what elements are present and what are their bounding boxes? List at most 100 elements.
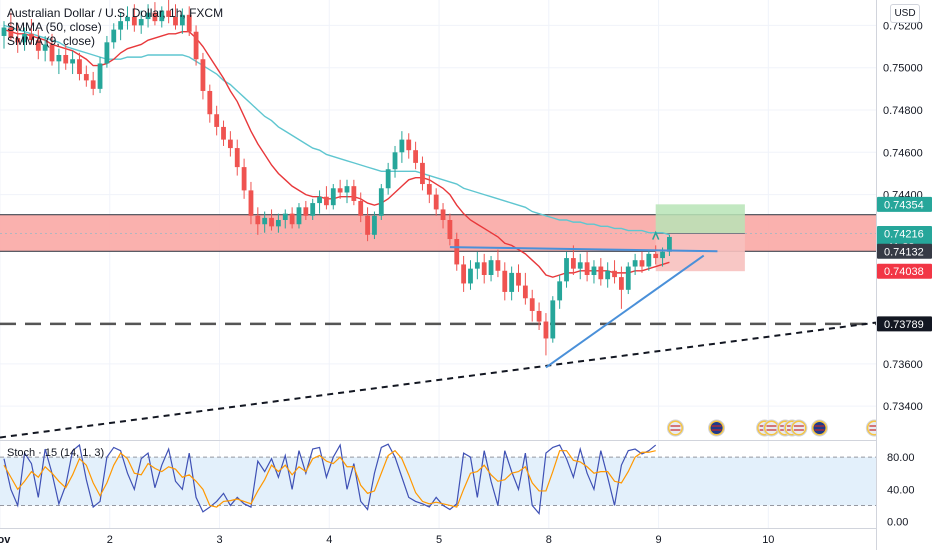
- candle: [310, 198, 316, 220]
- candle: [49, 33, 55, 66]
- candle-body: [310, 203, 316, 216]
- candle-body: [131, 16, 137, 26]
- time-tick-label: 5: [436, 534, 442, 546]
- symbol-title[interactable]: Australian Dollar / U.S. Dollar, 1h, FXC…: [7, 6, 224, 20]
- candle-body: [660, 251, 665, 259]
- stoch-tick-label: 80.00: [887, 452, 915, 464]
- candle: [152, 2, 158, 26]
- candle-body: [433, 194, 439, 210]
- candle: [406, 133, 412, 159]
- candle-body: [385, 169, 391, 189]
- candle: [227, 131, 233, 157]
- candle-body: [468, 268, 473, 284]
- candle: [296, 203, 302, 229]
- candle: [413, 141, 418, 170]
- candle: [179, 8, 185, 34]
- candle-body: [152, 12, 158, 22]
- currency-button[interactable]: USD: [890, 4, 920, 23]
- candle: [221, 120, 226, 146]
- candle: [591, 260, 597, 284]
- candle: [90, 71, 96, 96]
- candle: [269, 209, 274, 231]
- candle-body: [49, 44, 55, 62]
- price-tick-label: 0.75200: [883, 20, 923, 32]
- smma-50-line: [3, 24, 670, 236]
- candle: [550, 296, 556, 343]
- candle-body: [564, 258, 569, 282]
- candle: [392, 145, 398, 178]
- candle: [516, 264, 521, 292]
- candle: [276, 213, 281, 233]
- candle-body: [570, 258, 576, 269]
- arrow-up-icon: [652, 230, 660, 240]
- candle-body: [495, 260, 501, 271]
- smma-9-line: [3, 28, 670, 278]
- candle: [378, 184, 384, 220]
- candle-body: [632, 260, 638, 267]
- candle-body: [502, 270, 508, 292]
- event-markers[interactable]: [666, 419, 883, 437]
- candle: [529, 289, 535, 322]
- candle: [234, 139, 240, 176]
- candle: [200, 52, 206, 100]
- candle-body: [639, 260, 645, 267]
- candle-body: [221, 126, 226, 140]
- candle: [97, 57, 103, 94]
- stoch-legend[interactable]: Stoch · 15 (14, 1, 3): [7, 447, 105, 459]
- price-label-box: [877, 196, 932, 212]
- candle: [159, 6, 165, 28]
- indicator-smma-50[interactable]: SMMA (50, close): [7, 20, 102, 34]
- price-label-box: [877, 316, 932, 332]
- candle-body: [447, 220, 453, 240]
- candle: [22, 27, 27, 51]
- price-label-text: 0.74354: [884, 199, 924, 211]
- candle: [193, 25, 199, 66]
- indicator-smma-9[interactable]: SMMA (9, close): [7, 34, 96, 48]
- time-tick-label: Nov: [0, 534, 11, 546]
- candle-body: [207, 90, 213, 115]
- candle: [111, 23, 117, 49]
- candle-body: [97, 63, 103, 89]
- candle-body: [344, 186, 350, 193]
- candle: [365, 207, 370, 242]
- candle-body: [612, 270, 617, 278]
- candle-body: [365, 215, 370, 235]
- candle-body: [159, 10, 165, 22]
- candle: [447, 213, 453, 246]
- candle-body: [125, 16, 130, 22]
- candle: [495, 249, 501, 278]
- au-flag-icon: [708, 419, 726, 437]
- time-tick-label: 2: [107, 534, 113, 546]
- price-label-text: 0.74216: [884, 229, 924, 241]
- candle-body: [227, 139, 233, 149]
- candle-body: [461, 264, 467, 284]
- candle-body: [440, 209, 446, 220]
- candle-body: [351, 186, 357, 201]
- candle-body: [111, 29, 117, 43]
- candle-body: [214, 114, 220, 127]
- blue-trendline: [545, 254, 705, 369]
- time-tick-label: 10: [762, 534, 774, 546]
- candle: [104, 35, 110, 68]
- position-target-area: [655, 204, 745, 234]
- event-icon-face: [669, 422, 682, 434]
- candle: [619, 266, 624, 309]
- candle: [667, 234, 672, 256]
- candle: [433, 188, 439, 216]
- candle-body: [488, 260, 494, 275]
- candle-body: [282, 213, 288, 220]
- time-tick-label: 8: [546, 534, 552, 546]
- drawing-layer-back[interactable]: [0, 204, 877, 439]
- candle: [35, 29, 41, 60]
- candle: [56, 48, 62, 75]
- candle-body: [577, 262, 583, 269]
- candle-body: [70, 59, 75, 64]
- event-icon-face: [765, 422, 778, 434]
- candle-body: [324, 196, 329, 206]
- candle-body: [399, 139, 405, 153]
- candle-body: [619, 277, 624, 290]
- drawing-layer-front[interactable]: [449, 230, 718, 369]
- candle-body: [372, 215, 377, 235]
- candle: [454, 232, 460, 271]
